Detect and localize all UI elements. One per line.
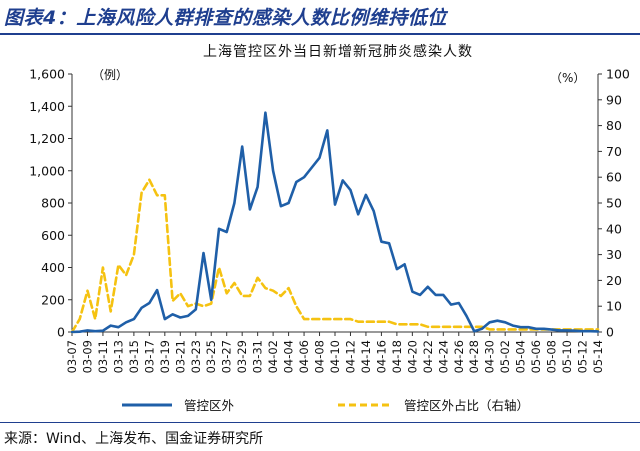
- right-tick-label: 90: [606, 92, 622, 107]
- right-tick-label: 50: [606, 196, 622, 211]
- legend-label-solid: 管控区外: [184, 398, 235, 413]
- left-tick-label: 1,200: [29, 131, 65, 146]
- x-tick-label: 04-06: [297, 340, 311, 373]
- right-axis-unit: （%）: [550, 71, 585, 85]
- bottom-rule: [0, 422, 640, 423]
- left-axis-ticks: 0 200 400 600 800 1,000 1,200 1,400 1,600: [29, 67, 72, 340]
- x-tick-label: 04-04: [282, 340, 296, 373]
- left-tick-label: 1,600: [29, 67, 65, 82]
- x-tick-label: 05-04: [514, 340, 528, 373]
- x-tick-label: 04-16: [374, 340, 388, 373]
- figure-title: 图表4：上海风险人群排查的感染人数比例维持低位: [4, 7, 447, 29]
- right-tick-label: 30: [606, 247, 622, 262]
- x-tick-label: 03-25: [204, 340, 218, 373]
- x-tick-label: 03-29: [235, 340, 249, 373]
- left-tick-label: 1,000: [29, 163, 65, 178]
- left-tick-label: 800: [41, 196, 65, 211]
- x-tick-label: 03-13: [111, 340, 125, 373]
- x-tick-label: 04-12: [343, 340, 357, 373]
- x-tick-label: 04-22: [421, 340, 435, 373]
- right-tick-label: 40: [606, 221, 622, 236]
- x-tick-label: 03-15: [127, 340, 141, 373]
- x-tick-label: 05-12: [576, 340, 590, 373]
- left-tick-label: 600: [41, 228, 65, 243]
- infection-chart: 上海管控区外当日新增新冠肺炎感染人数 （例） （%） 0200400600800…: [29, 43, 630, 413]
- left-axis-unit: （例）: [92, 68, 128, 82]
- x-tick-label: 04-10: [328, 340, 342, 373]
- series-line-cases: [70, 111, 600, 334]
- x-tick-label: 04-18: [390, 340, 404, 373]
- x-tick-label: 03-19: [158, 340, 172, 373]
- x-tick-label: 03-23: [189, 340, 203, 373]
- right-tick-label: 20: [606, 273, 622, 288]
- right-tick-label: 80: [606, 118, 622, 133]
- top-rule: [0, 33, 640, 35]
- x-tick-label: 04-08: [313, 340, 327, 373]
- x-tick-label: 05-06: [529, 340, 543, 373]
- right-axis-ticks: 0 10 20 30 40 50 60 70 80 90 100: [598, 67, 630, 340]
- x-tick-label: 04-02: [266, 340, 280, 373]
- x-tick-label: 03-07: [65, 340, 79, 373]
- x-tick-label: 03-09: [80, 340, 94, 373]
- right-tick-label: 70: [606, 144, 622, 159]
- left-tick-label: 0: [57, 325, 65, 340]
- left-tick-label: 1,400: [29, 99, 65, 114]
- x-tick-label: 03-31: [251, 340, 265, 373]
- left-tick-label: 400: [41, 260, 65, 275]
- x-tick-label: 03-27: [220, 340, 234, 373]
- x-tick-label: 04-14: [359, 340, 373, 373]
- right-tick-label: 60: [606, 170, 622, 185]
- x-tick-label: 03-17: [142, 340, 156, 373]
- right-tick-label: 0: [606, 325, 614, 340]
- x-axis-ticks: 03-07 03-09 03-11 03-13 03-15 03-17 03-19 03-21…: [65, 332, 605, 373]
- x-tick-label: 05-14: [591, 340, 605, 373]
- x-tick-label: 04-28: [467, 340, 481, 373]
- x-tick-label: 04-30: [483, 340, 497, 373]
- x-tick-label: 05-02: [498, 340, 512, 373]
- left-tick-label: 200: [41, 292, 65, 307]
- x-tick-label: 04-26: [452, 340, 466, 373]
- x-tick-label: 05-10: [560, 340, 574, 373]
- x-tick-label: 04-24: [436, 340, 450, 373]
- x-tick-label: 03-11: [96, 340, 110, 373]
- series-lines: [70, 111, 600, 334]
- right-tick-label: 10: [606, 299, 622, 314]
- legend-label-dashed: 管控区外占比（右轴）: [404, 398, 529, 413]
- chart-title: 上海管控区外当日新增新冠肺炎感染人数: [203, 43, 473, 60]
- legend: 管控区外 管控区外占比（右轴）: [122, 398, 529, 413]
- source-note: 来源：Wind、上海发布、国金证券研究所: [4, 431, 264, 447]
- x-tick-label: 05-08: [545, 340, 559, 373]
- x-tick-label: 03-21: [173, 340, 187, 373]
- x-tick-label: 04-20: [405, 340, 419, 373]
- series-line-ratio: [70, 178, 600, 334]
- right-tick-label: 100: [606, 67, 630, 82]
